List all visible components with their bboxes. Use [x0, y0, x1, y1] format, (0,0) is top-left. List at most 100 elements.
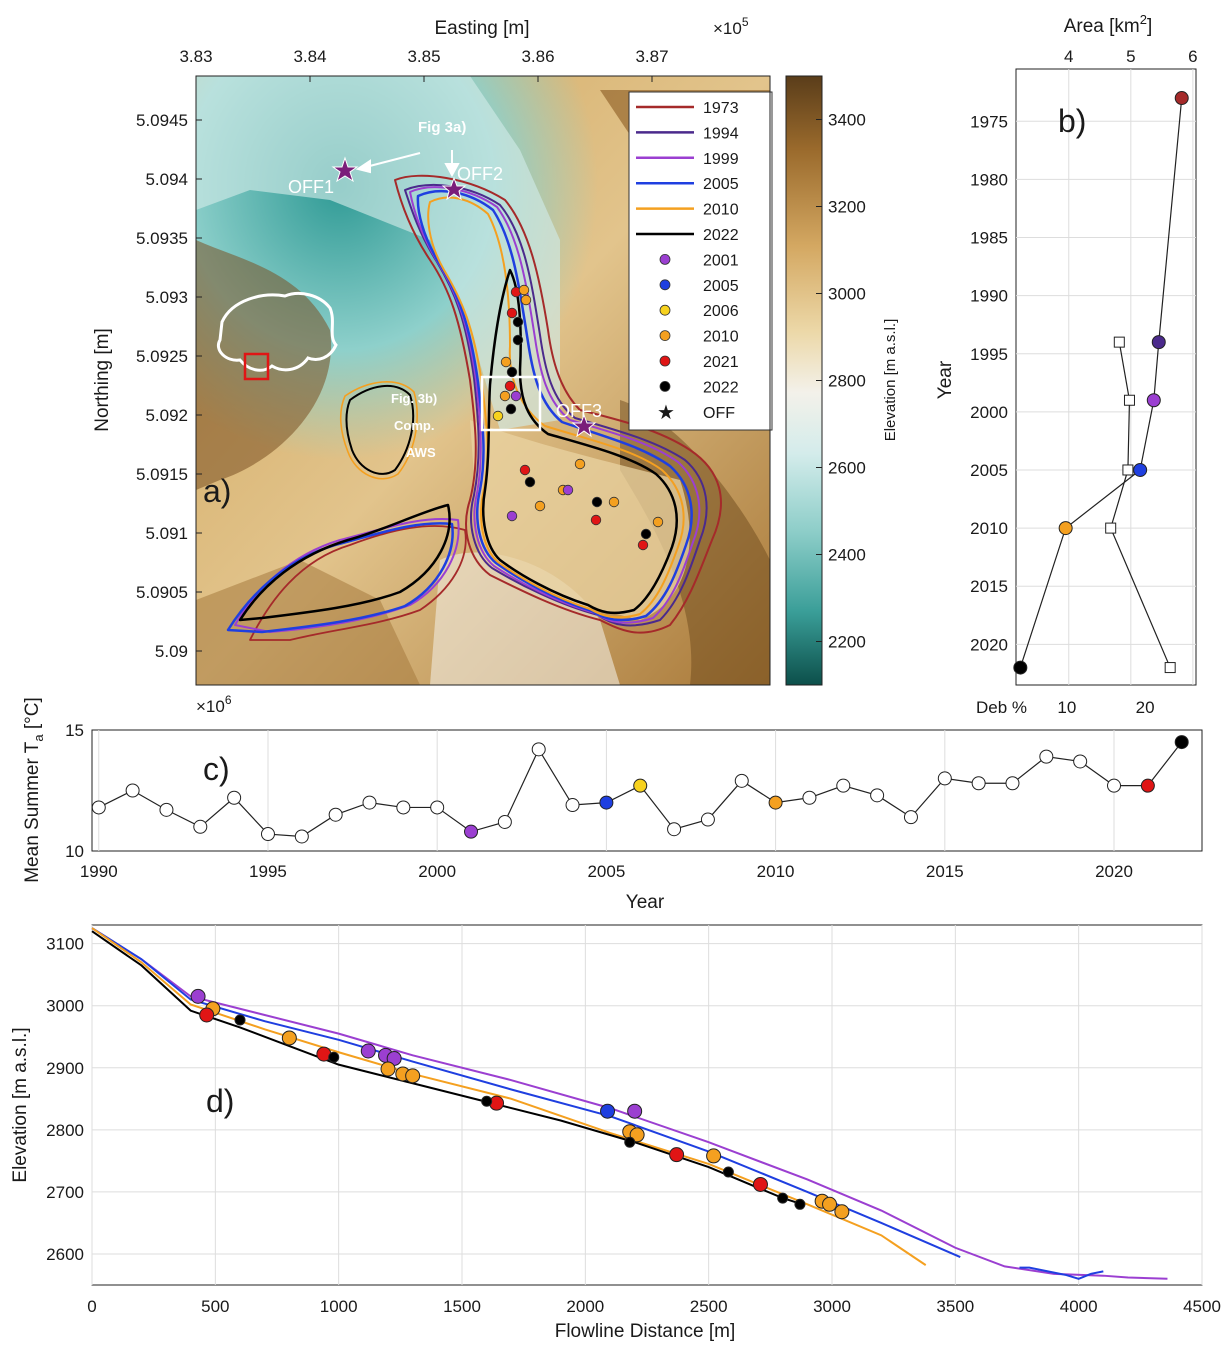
d-x-tick-label: 2500: [690, 1297, 728, 1316]
profile-point: [328, 1051, 340, 1063]
temperature-point: [1140, 778, 1155, 793]
temperature-point: [937, 771, 952, 786]
map-stake-point: [506, 510, 518, 522]
temperature-point: [430, 800, 445, 815]
b-top-tick-label: 4: [1064, 47, 1073, 66]
debris-point: [1164, 662, 1176, 674]
outline-1973-west: [249, 525, 467, 641]
outline-2022-aws: [345, 384, 415, 475]
legend-label-2005: 2005: [703, 176, 739, 193]
temperature-point: [227, 790, 242, 805]
map-stake-point: [608, 496, 620, 508]
temperature-point: [396, 800, 411, 815]
distance-label: Flowline Distance [m]: [555, 1321, 736, 1342]
b-top-tick-label: 5: [1126, 47, 1135, 66]
legend-label-pt-2021: 2021: [703, 354, 739, 371]
map-stake-points: [492, 284, 664, 551]
temperature-point: [700, 812, 715, 827]
year-label-c: Year: [626, 892, 665, 913]
northing-exponent: ×106: [196, 693, 232, 716]
map-stake-point: [499, 390, 511, 402]
map-stake-point: [519, 464, 531, 476]
profile-point: [777, 1192, 789, 1204]
b-y-tick-label: 1985: [970, 229, 1008, 248]
off1-label: OFF1: [288, 177, 334, 197]
map-stake-point: [506, 307, 518, 319]
area-point: [1151, 335, 1166, 350]
d-y-tick-label: 2900: [46, 1059, 84, 1078]
map-stake-point: [640, 528, 652, 540]
elevation-label: Elevation [m a.s.l.]: [10, 1027, 31, 1182]
temperature-point: [497, 814, 512, 829]
map-stake-point: [512, 316, 524, 328]
aws-label: AWS: [406, 445, 436, 460]
temperature-point: [125, 783, 140, 798]
b-bottom-tick-label: 10: [1057, 698, 1076, 717]
outline-2005-west: [226, 522, 454, 634]
temperature-point: [836, 778, 851, 793]
temperature-point: [193, 819, 208, 834]
panel-b-label: b): [1058, 103, 1086, 139]
temperature-point: [159, 802, 174, 817]
temperature-point: [328, 807, 343, 822]
legend-label-pt-2006: 2006: [703, 303, 739, 320]
profile-point: [405, 1068, 421, 1084]
legend-label-pt-2005: 2005: [703, 278, 739, 295]
b-y-tick-label: 2000: [970, 403, 1008, 422]
d-x-tick-label: 1500: [443, 1297, 481, 1316]
colorbar-tick-label: 2400: [828, 546, 866, 565]
d-y-tick-label: 2700: [46, 1183, 84, 1202]
temperature-point: [1039, 749, 1054, 764]
legend-star-icon: ★: [657, 402, 675, 424]
c-y-tick-label: 15: [65, 721, 84, 740]
temperature-point: [667, 822, 682, 837]
b-y-tick-label: 1990: [970, 287, 1008, 306]
area-point: [1013, 660, 1028, 675]
panel-d-label: d): [206, 1083, 234, 1119]
b-y-tick-label: 2005: [970, 461, 1008, 480]
debris-point: [1123, 394, 1135, 406]
d-x-tick-label: 0: [87, 1297, 96, 1316]
b-bottom-tick-label: 20: [1136, 698, 1155, 717]
temp-label: Mean Summer Ta [°C]: [22, 697, 46, 883]
b-y-tick-label: 2020: [970, 635, 1008, 654]
profile-point: [380, 1061, 396, 1077]
area-point: [1058, 521, 1073, 536]
map-y-tick-label: 5.09: [155, 642, 188, 661]
map-stake-point: [534, 500, 546, 512]
map-stake-point: [637, 539, 649, 551]
profile-point: [822, 1196, 838, 1212]
c-x-tick-label: 2010: [757, 862, 795, 881]
c-x-tick-label: 2005: [587, 862, 625, 881]
d-x-tick-label: 500: [201, 1297, 229, 1316]
map-stake-point: [590, 514, 602, 526]
d-y-tick-label: 3000: [46, 997, 84, 1016]
b-top-tick-label: 6: [1188, 47, 1197, 66]
comp-label: Comp.: [394, 418, 434, 433]
temperature-point: [734, 773, 749, 788]
map-y-tick-label: 5.0905: [136, 583, 188, 602]
map-stake-point: [512, 334, 524, 346]
outline-2022: [482, 268, 678, 615]
area-point: [1174, 91, 1189, 106]
b-y-tick-label: 2015: [970, 577, 1008, 596]
temperature-point: [294, 829, 309, 844]
off3-label: OFF3: [556, 401, 602, 421]
temperature-point: [1005, 776, 1020, 791]
map-stake-point: [518, 284, 530, 296]
d-y-tick-label: 2800: [46, 1121, 84, 1140]
map-stake-point: [574, 458, 586, 470]
area-point: [1146, 393, 1161, 408]
temperature-point: [260, 827, 275, 842]
profile-point: [629, 1127, 645, 1143]
temperature-point: [565, 798, 580, 813]
map-stake-point: [562, 484, 574, 496]
map-y-tick-label: 5.093: [145, 288, 188, 307]
profile-point: [752, 1176, 768, 1192]
temperature-point: [531, 742, 546, 757]
map-x-tick-label: 3.85: [407, 47, 440, 66]
colorbar-tick-label: 2600: [828, 459, 866, 478]
c-x-tick-label: 2020: [1095, 862, 1133, 881]
b-y-tick-label: 2010: [970, 519, 1008, 538]
